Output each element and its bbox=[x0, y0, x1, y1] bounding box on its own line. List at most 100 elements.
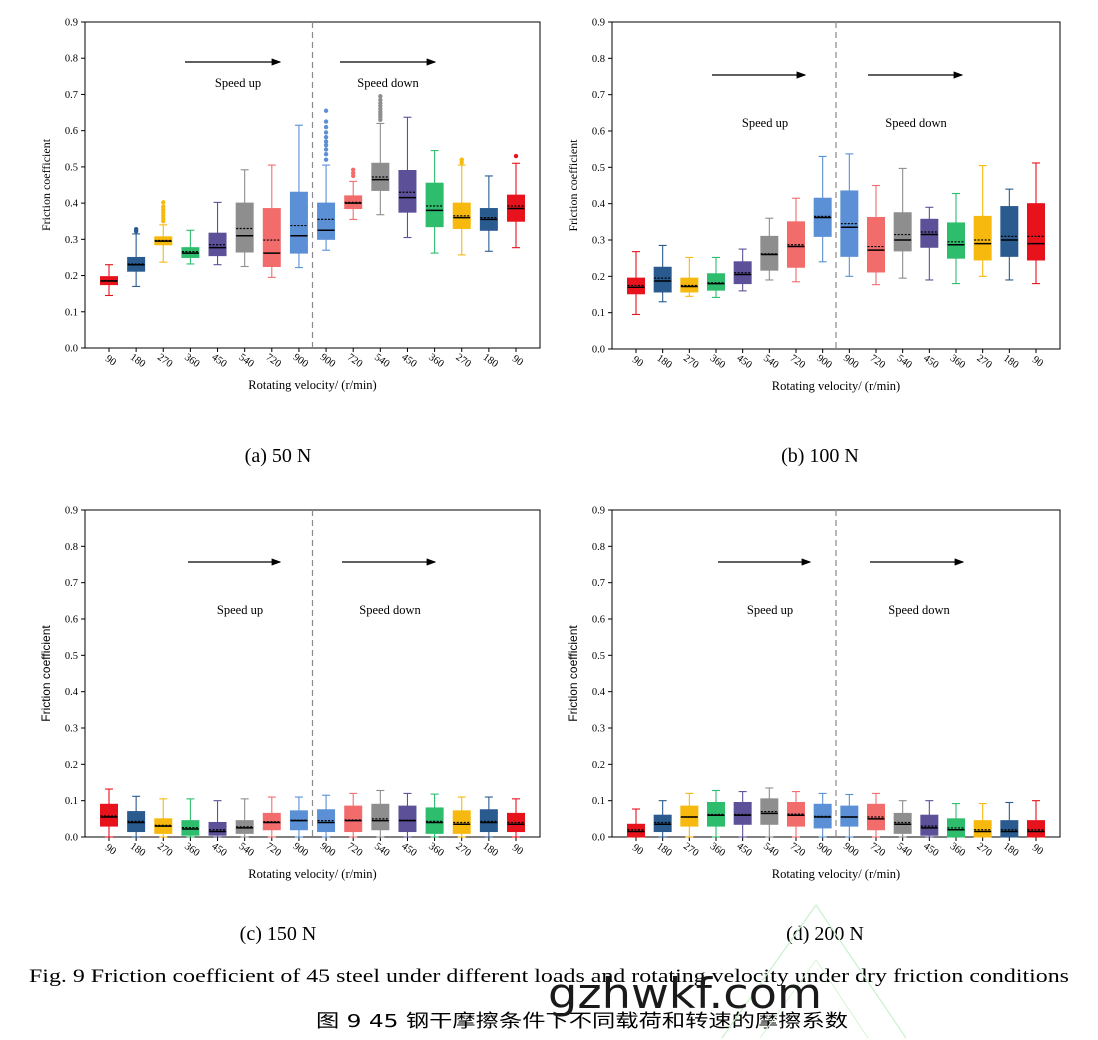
box-body-c-1 bbox=[100, 803, 118, 827]
x-tick-label-c-14: 270 bbox=[454, 841, 473, 859]
box-b-11 bbox=[893, 167, 912, 279]
x-tick-label-d-15: 180 bbox=[1001, 841, 1020, 859]
x-tick-label-a-6: 540 bbox=[236, 352, 255, 370]
outlier-a-11-9 bbox=[378, 94, 383, 99]
y-tick-label-a-8: 0.8 bbox=[65, 54, 78, 65]
box-body-d-12 bbox=[920, 814, 939, 836]
y-tick-label-b-1: 0.1 bbox=[592, 308, 605, 319]
box-a-10 bbox=[344, 167, 363, 220]
y-axis-title-a: Friction coefficient bbox=[39, 138, 53, 231]
y-tick-label-d-8: 0.8 bbox=[592, 542, 605, 553]
y-tick-label-a-2: 0.2 bbox=[65, 271, 78, 282]
x-tick-label-a-5: 450 bbox=[209, 352, 228, 370]
outlier-a-9-2 bbox=[323, 152, 329, 157]
figure-caption-english: Fig. 9 Friction coefficient of 45 steel … bbox=[29, 966, 1069, 987]
outlier-a-11-7 bbox=[378, 100, 383, 106]
box-body-b-11 bbox=[893, 212, 912, 252]
box-b-13 bbox=[947, 192, 965, 285]
box-d-10 bbox=[867, 792, 885, 838]
box-body-a-13 bbox=[425, 182, 444, 228]
outlier-a-10-2 bbox=[351, 170, 356, 176]
x-tick-label-a-2: 180 bbox=[128, 352, 147, 370]
speed-up-label-a: Speed up bbox=[215, 76, 261, 90]
speed-down-label-c: Speed down bbox=[359, 603, 421, 617]
box-d-7 bbox=[787, 791, 805, 838]
x-tick-label-c-12: 450 bbox=[399, 841, 418, 859]
box-body-a-12 bbox=[398, 170, 417, 213]
x-tick-label-b-5: 450 bbox=[734, 353, 753, 371]
x-tick-label-b-9: 900 bbox=[841, 353, 860, 371]
box-b-8 bbox=[813, 155, 832, 263]
y-tick-label-c-3: 0.3 bbox=[65, 724, 78, 735]
box-a-5 bbox=[208, 201, 227, 266]
x-tick-label-d-14: 270 bbox=[974, 841, 993, 859]
x-tick-label-d-8: 900 bbox=[814, 841, 833, 859]
y-tick-label-d-4: 0.4 bbox=[592, 687, 606, 698]
y-tick-label-a-0: 0.0 bbox=[65, 344, 78, 355]
x-tick-label-d-9: 900 bbox=[841, 841, 860, 859]
box-body-b-12 bbox=[920, 218, 939, 248]
x-tick-label-a-4: 360 bbox=[182, 352, 201, 370]
box-b-9 bbox=[840, 153, 859, 277]
box-body-c-10 bbox=[344, 805, 363, 833]
box-d-12 bbox=[920, 800, 939, 838]
panel-caption-a: (a) 50 N bbox=[245, 445, 312, 467]
box-a-1 bbox=[100, 264, 118, 297]
x-axis-title-d: Rotating velocity/ (r/min) bbox=[772, 867, 900, 881]
speed-up-label-b: Speed up bbox=[742, 116, 788, 130]
box-d-2 bbox=[653, 800, 672, 838]
x-tick-label-a-16: 90 bbox=[510, 353, 525, 368]
watermark-logo-inner-outline bbox=[759, 959, 869, 1039]
box-body-d-2 bbox=[653, 814, 672, 833]
box-a-3 bbox=[154, 200, 173, 263]
box-c-3 bbox=[154, 798, 173, 838]
outlier-a-9-9 bbox=[323, 119, 329, 124]
box-c-9 bbox=[317, 794, 336, 838]
box-body-d-14 bbox=[973, 820, 992, 838]
y-tick-label-a-9: 0.9 bbox=[65, 18, 78, 29]
box-body-b-13 bbox=[947, 222, 965, 259]
x-tick-label-b-4: 360 bbox=[708, 353, 727, 371]
box-a-4 bbox=[181, 229, 200, 265]
y-axis-title-c: Friction coefficient bbox=[39, 625, 53, 722]
box-body-d-15 bbox=[1000, 820, 1019, 838]
x-tick-label-c-6: 540 bbox=[236, 841, 255, 859]
box-b-14 bbox=[973, 164, 992, 277]
y-tick-label-b-8: 0.8 bbox=[592, 54, 605, 65]
box-a-7 bbox=[262, 164, 281, 278]
y-tick-label-b-4: 0.4 bbox=[592, 199, 606, 210]
speed-up-label-c: Speed up bbox=[217, 603, 263, 617]
box-body-b-2 bbox=[653, 266, 672, 293]
box-c-4 bbox=[181, 798, 200, 838]
box-b-3 bbox=[680, 256, 699, 297]
box-d-15 bbox=[1000, 801, 1019, 838]
y-axis-title-b: Friction coefficient bbox=[566, 139, 580, 232]
box-d-3 bbox=[680, 792, 699, 838]
y-tick-label-b-7: 0.7 bbox=[592, 90, 605, 101]
box-c-10 bbox=[344, 792, 363, 838]
x-tick-label-d-3: 270 bbox=[681, 841, 700, 859]
x-tick-label-b-6: 540 bbox=[761, 353, 780, 371]
x-tick-label-a-7: 720 bbox=[264, 352, 283, 370]
watermark-text: gzhwkf.com bbox=[548, 969, 822, 1018]
box-d-11 bbox=[893, 800, 912, 838]
box-body-b-10 bbox=[867, 216, 885, 273]
y-tick-label-a-1: 0.1 bbox=[65, 307, 78, 318]
x-tick-label-d-10: 720 bbox=[868, 841, 887, 859]
x-tick-label-c-1: 90 bbox=[103, 842, 118, 857]
box-body-a-9 bbox=[317, 202, 336, 240]
y-tick-label-d-3: 0.3 bbox=[592, 724, 605, 735]
x-tick-label-b-13: 360 bbox=[948, 353, 967, 371]
x-tick-label-c-16: 90 bbox=[510, 842, 525, 857]
box-c-1 bbox=[100, 788, 118, 838]
x-tick-label-d-11: 540 bbox=[894, 841, 913, 859]
x-tick-label-b-11: 540 bbox=[894, 353, 913, 371]
y-tick-label-c-0: 0.0 bbox=[65, 833, 78, 844]
y-tick-label-d-1: 0.1 bbox=[592, 796, 605, 807]
y-tick-label-b-3: 0.3 bbox=[592, 236, 605, 247]
outlier-a-3-6 bbox=[161, 204, 166, 209]
x-tick-label-a-10: 720 bbox=[345, 352, 364, 370]
box-body-b-14 bbox=[973, 215, 992, 261]
x-tick-label-a-15: 180 bbox=[481, 352, 500, 370]
